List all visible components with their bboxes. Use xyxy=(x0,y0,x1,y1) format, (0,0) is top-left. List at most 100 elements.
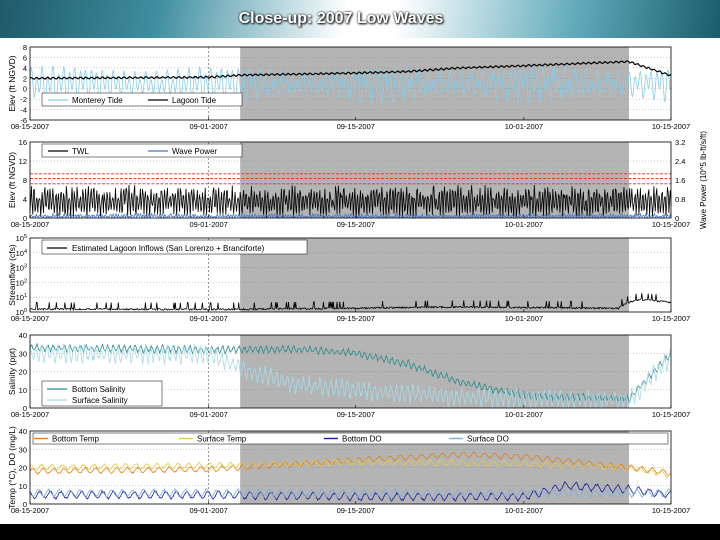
x-tick-label: 10-01-2007 xyxy=(505,122,543,131)
plot-frame xyxy=(29,141,672,219)
legend: Bottom Salinity Surface Salinity xyxy=(41,380,163,407)
slide-title: Close-up: 2007 Low Waves xyxy=(238,10,444,27)
x-tick-label: 10-15-2007 xyxy=(652,314,690,323)
legend-entry: Surface Salinity xyxy=(72,396,128,405)
y-tick-label: 10 xyxy=(19,482,27,491)
y-tick-label: 101 xyxy=(16,293,27,302)
legend-entry: Bottom Temp xyxy=(52,435,100,444)
legend-box xyxy=(41,380,163,407)
y-tick-label: 103 xyxy=(16,264,27,273)
x-tick-label: 10-01-2007 xyxy=(505,410,543,419)
y-tick-label: 104 xyxy=(16,249,27,258)
legend-entry: Lagoon Tide xyxy=(172,96,217,105)
x-tick-label: 09-15-2007 xyxy=(337,220,375,229)
legend: Monterey Tide Lagoon Tide xyxy=(41,92,243,107)
footer-bar xyxy=(0,524,720,540)
series-monterey-tide xyxy=(29,65,672,105)
legend-entry: Bottom DO xyxy=(342,435,382,444)
y-tick-label: 8 xyxy=(23,176,27,185)
panel-waves: 16 12 8 4 0 3.2 2.4 1.6 0.8 0 Wave Power (10^5 lb-… xyxy=(7,131,708,229)
series-surface-do xyxy=(29,487,672,499)
series-estimated-lagoon-inflows-san-lorenzo-branciforte- xyxy=(29,292,672,312)
plot-frame xyxy=(29,46,672,121)
x-tick-label: 08-15-2007 xyxy=(11,122,49,131)
legend-entry: TWL xyxy=(72,147,89,156)
y-tick-label: 40 xyxy=(19,427,27,436)
x-tick-label: 10-15-2007 xyxy=(652,506,690,515)
series-twl xyxy=(29,184,672,218)
series-bottom-do xyxy=(29,480,672,503)
x-tick-label: 08-15-2007 xyxy=(11,314,49,323)
y-tick-label: 30 xyxy=(19,349,27,358)
x-tick-label: 10-15-2007 xyxy=(652,220,690,229)
legend: TWL Wave Power xyxy=(41,143,243,158)
y-tick-label: 30 xyxy=(19,445,27,454)
y-tick-label: 20 xyxy=(19,464,27,473)
legend-entry: Monterey Tide xyxy=(72,96,123,105)
legend-box xyxy=(32,432,669,445)
series-surface-salinity xyxy=(29,342,672,410)
y-axis-label: Temp (°C), DO (mg/L) xyxy=(7,426,17,509)
y2-tick-label: 0 xyxy=(675,214,679,223)
y-tick-label: 4 xyxy=(23,64,27,73)
panel-temperature-do: 40 30 20 10 0 Temp (°C), DO (mg/L)08-15-2007 0… xyxy=(7,426,690,515)
y2-tick-label: 0.8 xyxy=(675,195,685,204)
x-tick-label: 09-15-2007 xyxy=(337,122,375,131)
y-tick-label: 100 xyxy=(16,308,27,317)
y-axis-label: Elev (ft NGVD) xyxy=(7,55,17,111)
title-banner xyxy=(0,0,720,38)
x-tick-label: 09-01-2007 xyxy=(189,122,227,131)
y-tick-label: 4 xyxy=(23,195,27,204)
series-wave-power xyxy=(29,211,672,220)
y-tick-label: 0 xyxy=(23,214,27,223)
x-tick-label: 10-01-2007 xyxy=(505,506,543,515)
x-tick-label: 08-15-2007 xyxy=(11,410,49,419)
series-surface-temp xyxy=(30,458,672,478)
y-tick-label: 0 xyxy=(23,500,27,509)
x-tick-label: 09-01-2007 xyxy=(189,410,227,419)
x-tick-label: 10-15-2007 xyxy=(652,122,690,131)
x-tick-label: 09-01-2007 xyxy=(189,220,227,229)
panel-streamflow: 105 104 103 102 101 100 Streamflow (cfs) 08-15-… xyxy=(7,234,690,323)
legend-entry: Wave Power xyxy=(172,147,217,156)
y-axis-label: Elev (ft NGVD) xyxy=(7,152,17,208)
y-tick-label: 2 xyxy=(23,74,27,83)
x-tick-label: 10-01-2007 xyxy=(505,314,543,323)
x-tick-label: 10-01-2007 xyxy=(505,220,543,229)
legend: Bottom Temp Surface Temp Bottom DO Surface … xyxy=(32,432,669,445)
legend-entry: Surface Temp xyxy=(197,435,247,444)
legend: Estimated Lagoon Inflows (San Lorenzo + … xyxy=(41,239,308,255)
y2-tick-label: 1.6 xyxy=(675,176,685,185)
y-axis-label: Streamflow (cfs) xyxy=(7,244,17,306)
y-tick-label: 8 xyxy=(23,43,27,52)
y-tick-label: 102 xyxy=(16,278,27,287)
y-tick-label: 0 xyxy=(23,404,27,413)
y-tick-label: 10 xyxy=(19,386,27,395)
x-tick-label: 09-15-2007 xyxy=(337,506,375,515)
x-tick-label: 09-01-2007 xyxy=(189,506,227,515)
y-tick-label: 6 xyxy=(23,53,27,62)
y-tick-label: 105 xyxy=(16,234,27,243)
y2-tick-label: 2.4 xyxy=(675,157,685,166)
x-tick-label: 08-15-2007 xyxy=(11,506,49,515)
y-tick-label: -6 xyxy=(20,116,27,125)
legend-entry: Bottom Salinity xyxy=(72,385,125,394)
series-bottom-temp xyxy=(29,451,672,477)
y-tick-label: 40 xyxy=(19,331,27,340)
x-tick-label: 09-15-2007 xyxy=(337,410,375,419)
y-axis-label: Salinity (ppt) xyxy=(7,348,17,395)
x-tick-label: 09-01-2007 xyxy=(189,314,227,323)
x-tick-label: 09-15-2007 xyxy=(337,314,375,323)
y2-axis-label: Wave Power (10^5 lb-ft/s/ft) xyxy=(699,131,708,229)
x-tick-label: 10-15-2007 xyxy=(652,410,690,419)
plot-frame xyxy=(29,237,672,313)
plot-frame xyxy=(29,334,672,409)
y-tick-label: -4 xyxy=(20,106,27,115)
y-tick-label: 0 xyxy=(23,85,27,94)
y-tick-label: 16 xyxy=(19,138,27,147)
legend-box xyxy=(41,143,243,158)
y-tick-label: 12 xyxy=(19,157,27,166)
series-lagoon-tide xyxy=(29,60,672,80)
